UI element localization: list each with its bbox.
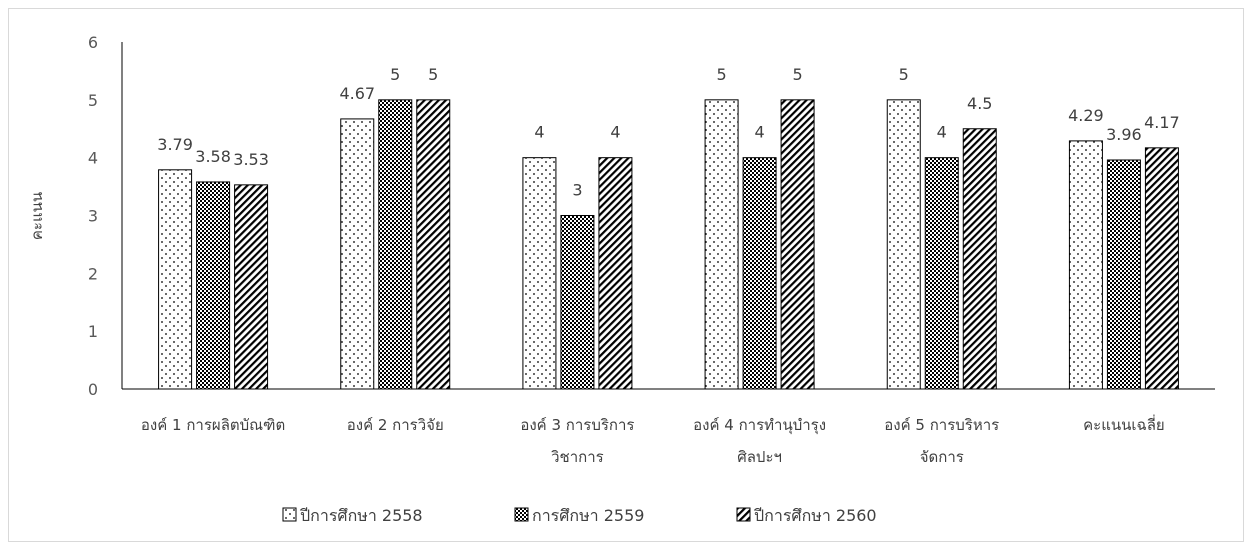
bar <box>1068 140 1103 390</box>
category-label: องค์ 3 การบริการ <box>520 416 634 434</box>
data-label: 4 <box>534 123 544 142</box>
data-label: 4 <box>754 123 764 142</box>
data-label: 4.67 <box>339 84 375 103</box>
category-label: จัดการ <box>920 448 964 466</box>
bar <box>1144 147 1179 390</box>
category-label: องค์ 1 การผลิตบัณฑิต <box>141 416 285 434</box>
y-tick-label: 4 <box>88 149 98 168</box>
data-label: 4 <box>937 123 947 142</box>
category-label: ศิลปะฯ <box>737 448 782 466</box>
data-label: 5 <box>390 65 400 84</box>
bar <box>924 157 959 390</box>
legend-swatch <box>514 507 529 522</box>
bar <box>704 99 739 390</box>
legend-label: การศึกษา 2559 <box>532 506 644 525</box>
axes: 0 1 2 3 4 5 6 <box>88 33 1215 399</box>
y-tick-label: 3 <box>88 207 98 226</box>
data-label: 3.79 <box>157 135 193 154</box>
bar <box>780 99 815 390</box>
y-axis-title: คะแนน <box>28 192 46 240</box>
y-tick-label: 1 <box>88 322 98 341</box>
category-label: องค์ 5 การบริหาร <box>884 416 999 434</box>
y-tick-label: 0 <box>88 380 98 399</box>
bar <box>158 169 193 390</box>
data-label: 3.58 <box>195 147 231 166</box>
data-label: 3 <box>572 181 582 200</box>
data-label: 5 <box>899 65 909 84</box>
bar <box>560 215 595 390</box>
category-label: องค์ 4 การทำนุบำรุง <box>693 416 826 435</box>
y-tick-label: 5 <box>88 91 98 110</box>
bar <box>598 157 633 390</box>
data-label: 4 <box>610 123 620 142</box>
y-tick-label: 6 <box>88 33 98 52</box>
data-label: 4.29 <box>1068 106 1104 125</box>
category-label: วิชาการ <box>551 448 604 466</box>
bar <box>962 128 997 390</box>
bar <box>886 99 921 390</box>
bar <box>1106 159 1141 390</box>
data-label: 3.96 <box>1106 125 1142 144</box>
bar <box>196 181 231 390</box>
bar <box>378 99 413 390</box>
data-label: 4.5 <box>967 94 992 113</box>
bar <box>742 157 777 390</box>
bar <box>522 157 557 390</box>
legend: ปีการศึกษา 2558 การศึกษา 2559 ปีการศึกษา 2… <box>282 506 877 525</box>
bars <box>158 99 1179 390</box>
legend-label: ปีการศึกษา 2558 <box>300 506 423 525</box>
data-label: 4.17 <box>1144 113 1180 132</box>
data-label: 5 <box>716 65 726 84</box>
data-label: 3.53 <box>233 150 269 169</box>
bar <box>234 184 269 390</box>
bar <box>340 118 375 390</box>
data-labels: 3.793.58 3.53 4.67 5 5 4 3 4 5 4 5 5 4 4.5 4.293.964.1… <box>157 65 1179 200</box>
legend-swatch <box>282 507 297 522</box>
y-tick-label: 2 <box>88 264 98 283</box>
legend-label: ปีการศึกษา 2560 <box>754 506 877 525</box>
category-label: คะแนนเฉลี่ย <box>1083 414 1165 434</box>
category-labels: องค์ 1 การผลิตบัณฑิต องค์ 2 การวิจัย องค์ … <box>141 414 1165 466</box>
category-label: องค์ 2 การวิจัย <box>347 416 444 434</box>
legend-swatch <box>736 507 751 522</box>
bar <box>416 99 451 390</box>
data-label: 5 <box>792 65 802 84</box>
data-label: 5 <box>428 65 438 84</box>
